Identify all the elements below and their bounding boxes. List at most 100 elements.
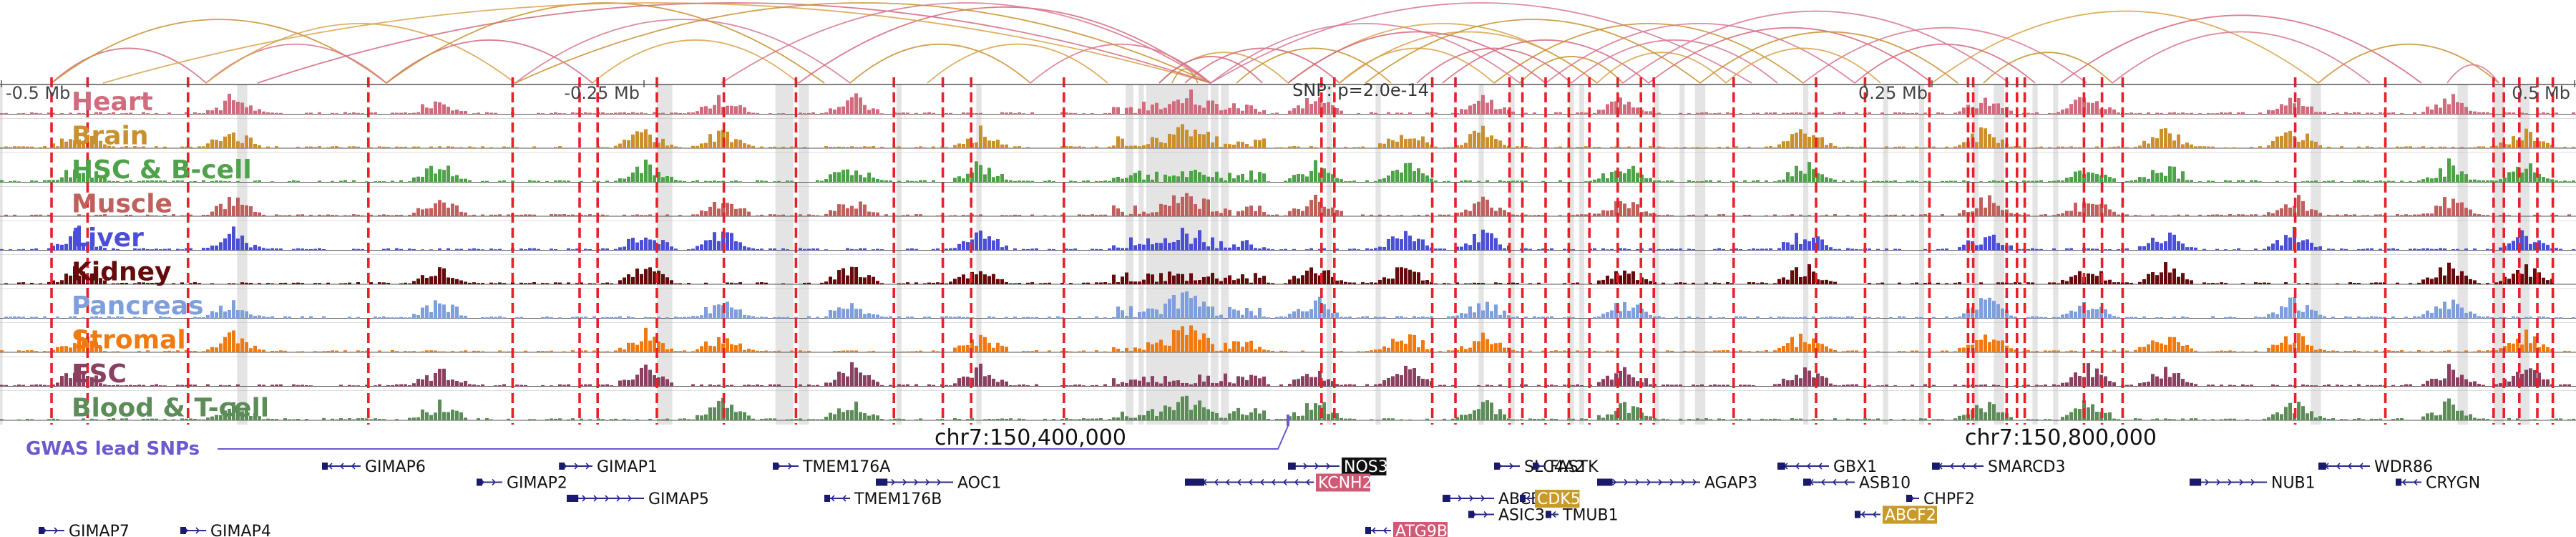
signal-bar bbox=[1254, 108, 1257, 115]
signal-bar bbox=[2353, 180, 2356, 183]
signal-bar bbox=[137, 147, 141, 148]
signal-bar bbox=[983, 136, 987, 148]
signal-bar bbox=[738, 140, 742, 148]
signal-bar bbox=[361, 113, 364, 115]
signal-bar bbox=[1868, 248, 1871, 251]
signal-bar bbox=[1812, 271, 1815, 284]
signal-bar bbox=[1086, 282, 1090, 284]
signal-bar bbox=[1799, 378, 1802, 387]
signal-bar bbox=[1726, 146, 1729, 148]
signal-bar bbox=[1254, 315, 1257, 319]
signal-bar bbox=[1906, 113, 1910, 115]
signal-bar bbox=[4, 146, 8, 148]
signal-bar bbox=[4, 316, 8, 319]
signal-bar bbox=[232, 226, 235, 251]
signal-bar bbox=[1593, 316, 1596, 319]
gene: ASIC3 bbox=[1468, 507, 1545, 525]
signal-bar bbox=[1876, 351, 1880, 352]
signal-bar bbox=[451, 351, 454, 352]
signal-bar bbox=[1911, 214, 1914, 216]
signal-bar bbox=[1563, 248, 1566, 251]
signal-bar bbox=[2542, 177, 2545, 183]
signal-bar bbox=[1065, 146, 1068, 148]
gene: GIMAP4 bbox=[180, 523, 271, 537]
signal-bar bbox=[2379, 418, 2382, 420]
signal-bar bbox=[2507, 381, 2511, 387]
signal-bar bbox=[245, 311, 248, 319]
signal-bar bbox=[442, 202, 446, 216]
signal-bar bbox=[288, 316, 291, 319]
signal-bar bbox=[1692, 180, 1695, 183]
signal-bar bbox=[219, 305, 223, 319]
signal-bar bbox=[760, 282, 763, 284]
signal-bar bbox=[279, 283, 283, 284]
signal-bar bbox=[1340, 110, 1343, 115]
signal-bar bbox=[1013, 113, 1017, 115]
signal-bar bbox=[404, 282, 407, 284]
signal-bar bbox=[17, 350, 21, 352]
signal-bar bbox=[854, 350, 858, 352]
signal-bar bbox=[1558, 351, 1562, 352]
signal-bar bbox=[498, 180, 502, 183]
signal-bar bbox=[2460, 374, 2464, 387]
signal-bar bbox=[781, 146, 785, 148]
signal-bar bbox=[1777, 248, 1781, 251]
track-label: Brain bbox=[72, 122, 148, 151]
signal-bar bbox=[82, 142, 85, 148]
signal-bar bbox=[2168, 337, 2172, 352]
signal-bar bbox=[232, 205, 235, 216]
signal-bar bbox=[2310, 345, 2313, 352]
signal-bar bbox=[524, 384, 527, 387]
track-label: Liver bbox=[72, 223, 144, 253]
signal-bar bbox=[811, 248, 815, 251]
signal-bar bbox=[1597, 382, 1601, 387]
signal-bar bbox=[262, 248, 265, 251]
signal-bar bbox=[550, 248, 553, 251]
signal-bar bbox=[502, 283, 506, 284]
signal-bar bbox=[2512, 375, 2515, 387]
signal-bar bbox=[644, 113, 648, 115]
signal-bar bbox=[90, 244, 94, 251]
signal-bar bbox=[635, 374, 639, 387]
signal-bar bbox=[1357, 147, 1360, 148]
signal-bar bbox=[163, 215, 167, 216]
signal-bar bbox=[2520, 140, 2524, 148]
signal-bar bbox=[1219, 350, 1223, 352]
signal-bar bbox=[601, 112, 605, 115]
loop-arc bbox=[1184, 47, 1340, 84]
signal-bar bbox=[223, 385, 227, 387]
signal-bar bbox=[1413, 334, 1416, 352]
signal-bar bbox=[738, 242, 742, 251]
signal-bar bbox=[2254, 248, 2258, 251]
signal-bar bbox=[1176, 330, 1180, 352]
signal-bar bbox=[2306, 305, 2309, 319]
signal-bar bbox=[2451, 249, 2455, 251]
signal-bar bbox=[2391, 316, 2395, 319]
signal-bar bbox=[1773, 283, 1777, 284]
signal-bar bbox=[1992, 203, 1996, 216]
signal-bar bbox=[1069, 180, 1073, 183]
signal-bar bbox=[1005, 347, 1008, 352]
signal-bar bbox=[1752, 282, 1755, 284]
signal-bar bbox=[2563, 146, 2567, 148]
signal-bar bbox=[1898, 146, 1901, 148]
signal-bar bbox=[541, 384, 545, 387]
signal-bar bbox=[1636, 107, 1639, 115]
signal-bar bbox=[1984, 384, 1987, 387]
loop-arc bbox=[257, 2, 1211, 84]
signal-bar bbox=[1923, 112, 1927, 115]
signal-bar bbox=[412, 383, 416, 387]
signal-bar bbox=[202, 180, 205, 183]
signal-bar bbox=[837, 204, 841, 216]
signal-bar bbox=[2065, 248, 2069, 251]
signal-bar bbox=[1172, 329, 1176, 352]
signal-bar bbox=[674, 180, 678, 183]
signal-bar bbox=[283, 350, 287, 352]
signal-bar bbox=[438, 248, 441, 251]
signal-bar bbox=[2280, 414, 2283, 420]
signal-bar bbox=[2280, 342, 2283, 352]
signal-bar bbox=[2559, 181, 2562, 183]
signal-bar bbox=[1331, 412, 1335, 420]
signal-bar bbox=[1666, 180, 1669, 183]
signal-bar bbox=[352, 180, 356, 183]
